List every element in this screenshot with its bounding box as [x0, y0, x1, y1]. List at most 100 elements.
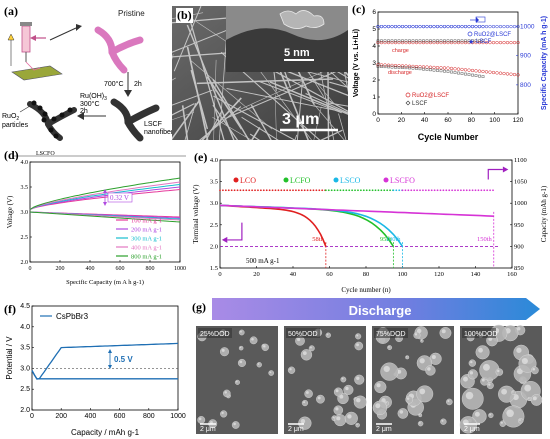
chart-e-capacity-point: [268, 189, 271, 192]
chart-e-capacity-point: [413, 189, 416, 192]
y-tick-label: 3.5: [21, 185, 29, 191]
y-tick-label: 3: [372, 60, 376, 67]
y-right-tick-label: 800: [520, 82, 531, 89]
chart-c-point: [474, 40, 478, 45]
chart-c-point: [446, 66, 450, 70]
chart-c-point: [502, 24, 506, 29]
chart-c-point: [478, 74, 481, 78]
chart-c-ylabel: Voltage (V vs. Li+/Li): [353, 29, 360, 97]
chart-c-point: [380, 65, 383, 68]
y-right-tick-label: 1050: [514, 179, 527, 186]
y-tick-label: 2.5: [20, 386, 30, 393]
chart-c-point: [386, 24, 391, 29]
chart-e-capacity-point: [404, 189, 407, 192]
chart-c-point: [432, 68, 436, 72]
sem-tile-scale: 2 μm: [376, 426, 392, 433]
chart-c-point: [383, 65, 387, 69]
sem-tile: 50%DOD 2 μm: [284, 326, 367, 434]
x-tick-label: 400: [85, 413, 97, 420]
chart-c-point: [411, 40, 415, 45]
chart-e-legend-marker: [283, 177, 289, 183]
y-tick-label: 2: [372, 77, 376, 84]
discharge-banner-label: Discharge: [349, 303, 412, 318]
x-tick-label: 40: [421, 117, 429, 124]
chart-c-point: [380, 39, 383, 43]
chart-e-capacity-point: [460, 189, 462, 192]
chart-e-capacity-point: [368, 189, 371, 192]
x-tick-label: 0: [218, 271, 221, 278]
chart-e-capacity-point: [236, 189, 239, 192]
x-tick-label: 120: [513, 117, 524, 124]
ruo2-label: RuO2: [2, 113, 19, 122]
x-tick-label: 0: [29, 266, 32, 272]
chart-e-capacity-point: [297, 189, 300, 192]
chart-c-point: [502, 71, 506, 76]
y-tick-label: 1: [372, 94, 376, 101]
chart-c-point: [481, 69, 485, 74]
chart-f-voltage-gap: 0.5 V: [108, 349, 133, 369]
chart-c-point: [400, 40, 405, 45]
legend-bottom-lscf: LSCF: [412, 101, 428, 107]
chart-e-capacity-point: [433, 189, 436, 192]
chart-e-capacity-point: [354, 189, 356, 192]
chart-e-capacity-point: [312, 189, 315, 192]
pristine-label: Pristine: [118, 9, 145, 18]
chart-e-capacity-point: [451, 189, 454, 192]
sem-tile-label: 100%DOD: [464, 331, 497, 338]
chart-d-gap-label: 0.32 V: [110, 194, 129, 202]
chart-c-point: [393, 24, 398, 29]
x-tick-label: 60: [326, 271, 333, 278]
chart-c-point: [498, 71, 503, 75]
chart-c-point: [432, 65, 436, 70]
y-tick-label: 0: [372, 111, 376, 118]
chart-c-point: [446, 70, 450, 73]
chart-c-point: [390, 39, 394, 43]
chart-c-point: [386, 40, 391, 45]
chart-c-point: [404, 39, 408, 43]
chart-c-point: [376, 24, 380, 29]
chart-c-point: [478, 39, 481, 43]
chart-c-point: [467, 73, 471, 76]
chart-c-point: [505, 40, 510, 45]
chart-c-point: [467, 40, 471, 45]
y-right-tick-label: 850: [514, 265, 524, 272]
x-tick-label: 20: [398, 117, 406, 124]
x-tick-label: 40: [290, 271, 297, 278]
chart-c-point: [477, 69, 482, 73]
chart-c-point: [432, 24, 436, 29]
chart-c-point: [481, 40, 485, 45]
y-right-tick-label: 1100: [514, 157, 527, 164]
chart-c-point: [404, 66, 408, 70]
chart-c-point: [404, 64, 408, 68]
x-tick-label: 140: [471, 271, 481, 278]
chart-e-capacity-point: [436, 189, 439, 192]
chart-c-point: [463, 68, 468, 72]
chart-e-frame: [219, 159, 513, 269]
chart-d-ylabel: Voltage (V): [6, 195, 14, 228]
chart-c-point: [425, 24, 429, 29]
chart-c-point: [379, 24, 384, 29]
chart-e-capacity-point: [389, 189, 391, 192]
chart-e-capacity-point: [410, 189, 413, 192]
chart-e-legend-label: LCFO: [290, 176, 311, 185]
chart-d-xlabel: Specific Capacity (m A h g-1): [66, 279, 144, 286]
chart-e-rate-label: 500 mA g-1: [246, 257, 280, 265]
chart-c-point: [393, 63, 398, 68]
chart-e-capacity-point: [248, 189, 251, 192]
chart-c-point: [397, 39, 401, 43]
chart-e-capacity-point: [230, 189, 233, 192]
chart-c-point: [477, 24, 482, 29]
chart-e-capacity-point: [286, 189, 289, 192]
chart-e-legend-marker: [233, 177, 239, 183]
chart-c-point: [411, 64, 415, 69]
chart-e-legend-marker: [383, 177, 389, 183]
chart-e-capacity-point: [471, 189, 474, 192]
x-tick-label: 200: [56, 266, 65, 272]
chart-c-point: [376, 63, 380, 67]
sem-tile: 100%DOD 2 μm: [459, 324, 543, 434]
chart-d-legend-label: 200 mA g-1: [131, 227, 162, 234]
chart-c-point: [449, 40, 454, 45]
panel-d: (d) LSCFO 0 200 400 600 800 1000 2.0 2.5 3.0 3.5 4…: [0, 146, 186, 288]
chart-f-legend: CsPbBr3: [40, 312, 89, 321]
chart-c: 0 20 40 60 80 100 120 0 1 2 3 4 5 6 800 900 1000 RuO2@LS…: [353, 9, 548, 142]
